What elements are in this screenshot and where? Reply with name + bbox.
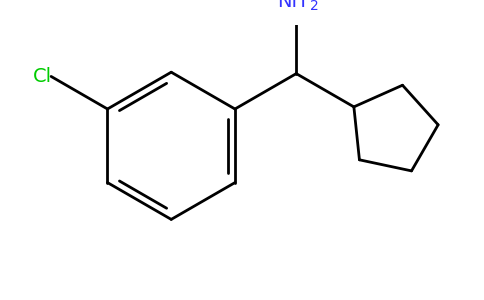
Text: 2: 2 <box>310 0 319 14</box>
Text: Cl: Cl <box>33 67 52 86</box>
Text: NH: NH <box>277 0 306 11</box>
